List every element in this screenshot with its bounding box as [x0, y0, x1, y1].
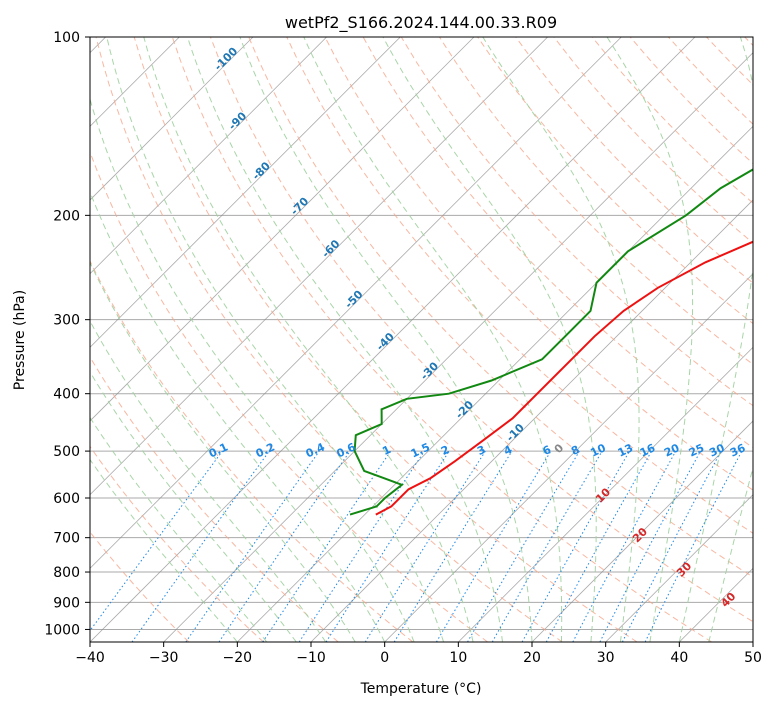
x-tick-label: −30 [149, 650, 179, 666]
x-tick-label: 10 [449, 650, 467, 666]
x-tick-label: −20 [223, 650, 253, 666]
y-tick-label: 100 [53, 30, 80, 46]
x-tick-label: 40 [670, 650, 688, 666]
y-tick-label: 800 [53, 565, 80, 581]
x-tick-label: 20 [523, 650, 541, 666]
y-tick-label: 500 [53, 444, 80, 460]
x-tick-label: 0 [380, 650, 389, 666]
chart-title: wetPf2_S166.2024.144.00.33.R09 [285, 13, 557, 33]
y-tick-label: 400 [53, 387, 80, 403]
x-tick-label: −10 [296, 650, 326, 666]
y-tick-label: 900 [53, 595, 80, 611]
x-tick-label: 50 [744, 650, 762, 666]
x-tick-label: 30 [597, 650, 615, 666]
y-tick-label: 200 [53, 208, 80, 224]
x-tick-label: −40 [75, 650, 105, 666]
y-tick-label: 1000 [44, 622, 80, 638]
y-axis-label: Pressure (hPa) [12, 290, 28, 390]
y-tick-label: 300 [53, 313, 80, 329]
x-axis-label: Temperature (°C) [360, 681, 482, 697]
y-tick-label: 600 [53, 491, 80, 507]
y-tick-label: 700 [53, 531, 80, 547]
